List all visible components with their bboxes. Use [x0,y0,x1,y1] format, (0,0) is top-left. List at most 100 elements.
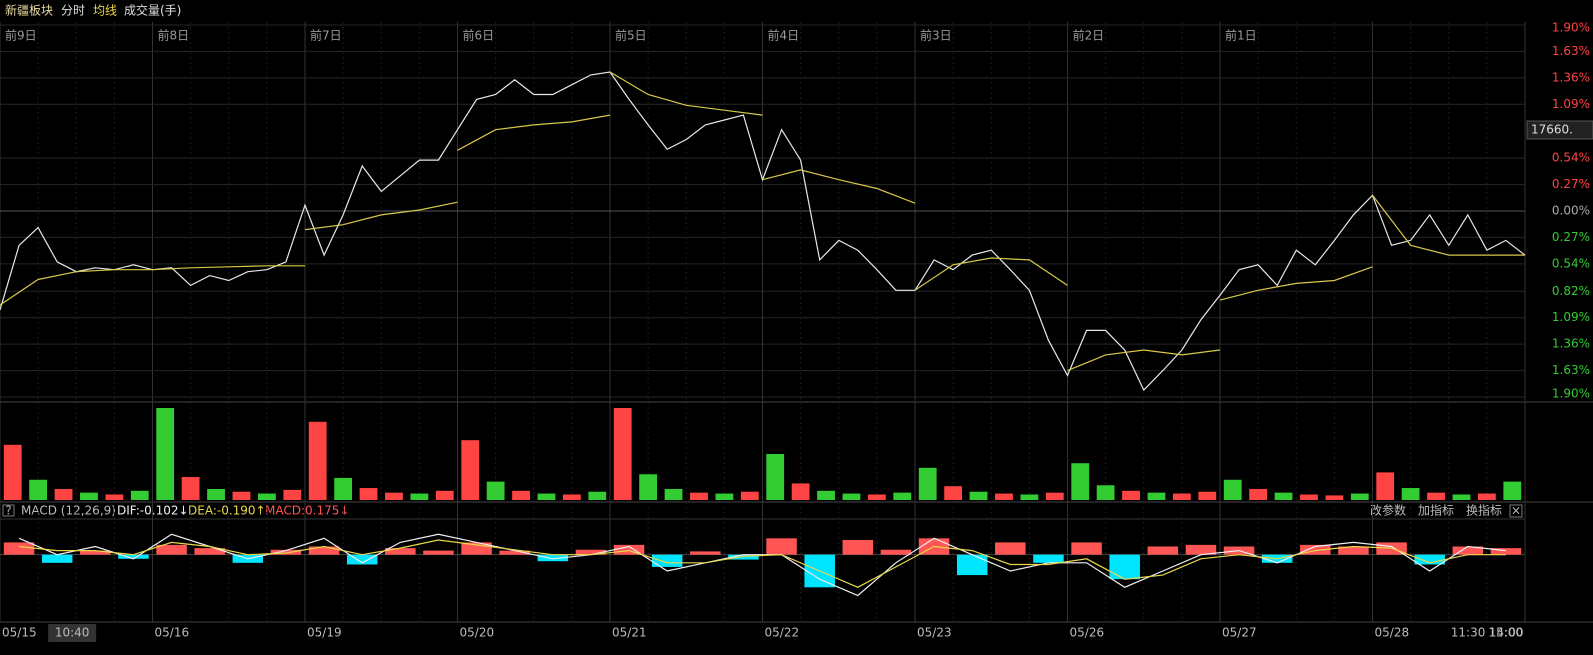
y-tick-label: 1.09% [1552,97,1590,111]
macd-bar [956,554,988,576]
volume-bar [588,491,607,500]
volume-bar [130,490,149,500]
volume-bar [791,483,810,500]
volume-bar [1045,492,1064,500]
help[interactable]: ? [5,504,11,518]
volume-bar [308,421,327,500]
macd-bar [690,551,721,555]
volume-bar [1350,493,1369,500]
volume-bar [54,488,73,500]
volume-bar [715,493,734,500]
volume-bar [1223,479,1242,500]
close[interactable]: × [1511,504,1521,518]
x-tick-label: 05/27 [1222,626,1257,640]
macd-bar [80,550,111,555]
volume-bar [181,477,200,500]
y-tick-label: 0.54% [1552,151,1590,165]
y-tick-label: 1.63% [1552,44,1590,58]
volume-bar [613,408,632,500]
volume-bar [537,493,556,500]
volume-bar [1249,488,1268,500]
macd-bar [1300,544,1331,555]
macd-bar [1452,546,1484,555]
x-tick-label: 05/21 [612,626,647,640]
y-tick-label: 1.90% [1552,387,1590,401]
y-tick-label: 1.63% [1552,363,1590,377]
volume-bar [156,408,175,500]
volume-bar [435,490,454,500]
volume-bar [105,494,124,500]
y-tick-label: 1.36% [1552,337,1590,351]
y-tick-label: 1.90% [1552,21,1590,35]
x-tick-label: 05/16 [155,626,190,640]
macd-bar [499,550,530,555]
tab[interactable]: 新疆板块 [5,3,53,18]
macd-bar [270,549,302,555]
volume-bar [1071,463,1090,500]
button[interactable]: 换指标 [1466,503,1502,518]
volume-bar [80,492,98,500]
macd-bar [880,549,912,555]
day-label: 前7日 [310,28,342,43]
volume-bar [1452,494,1471,500]
volume-bar [867,494,886,500]
macd-line [19,539,1506,588]
tab[interactable]: 分时 [61,4,85,18]
x-tick-label: 10:40 [55,626,90,640]
day-label: 前9日 [5,28,37,43]
time-highlight [48,624,97,642]
button[interactable]: 改参数 [1370,503,1406,518]
price-line [0,71,1525,372]
close-box[interactable] [1509,504,1523,518]
help-box[interactable] [2,504,15,517]
volume-bar [1198,491,1217,500]
volume-bar [893,492,912,500]
macd-bar [1414,554,1445,565]
macd-bar [1071,542,1102,555]
volume-bar [969,491,988,500]
volume-bar [1427,492,1445,500]
volume-bar [257,493,276,500]
x-tick-label: 05/23 [917,626,952,640]
tab[interactable]: 均线 [93,4,117,18]
last-price-label: 17660. [1531,123,1573,137]
volume-bar [334,477,353,500]
volume-bar [359,488,378,500]
day-label: 前6日 [463,28,495,43]
day-label: 前2日 [1073,28,1105,43]
dea-value: DEA:-0.190↑ [188,504,266,518]
y-tick-label: 0.00% [1552,204,1590,218]
macd-bar [156,544,187,555]
macd-bar [385,548,416,555]
x-tick-label: 05/22 [765,626,800,640]
day-label: 前3日 [920,28,952,43]
indicator-name: MACD (12,26,9) [21,504,116,518]
macd-bar [728,554,759,560]
volume-bar [1300,494,1318,500]
volume-bar [3,444,22,500]
day-label: 前1日 [1225,28,1257,43]
macd-bar [308,546,340,555]
volume-bar [1477,493,1496,500]
volume-bar [740,491,759,500]
price-box [1526,120,1593,140]
x-tick-label: 05/28 [1375,626,1410,640]
macd-bar [1033,554,1064,563]
plot-layer: 1.90% 1.63% 1.36% 1.09% 0.54% 0.27% 0.00% 0.27%… [0,21,1593,642]
volume-bar [1325,495,1344,500]
macd-bar [1109,554,1140,580]
tab[interactable]: 成交量(手) [124,3,181,18]
macd-bar [537,554,569,562]
volume-bar [410,493,429,500]
volume-bar [918,467,937,500]
button[interactable]: 加指标 [1418,503,1454,518]
volume-bar [995,493,1013,500]
volume-bar [1274,492,1293,500]
x-tick-label: 15:00 [1488,626,1523,640]
volume-bar [512,490,530,500]
volume-bar [1147,492,1166,500]
volume-bar [1096,485,1115,500]
macd-bar [1147,546,1179,555]
macd-bar [842,539,874,555]
macd-bar [118,554,149,559]
